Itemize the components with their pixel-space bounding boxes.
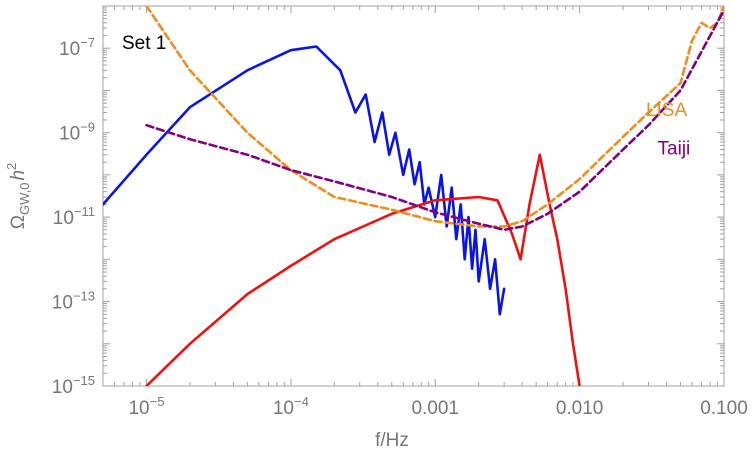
lisa-sensitivity-curve bbox=[145, 6, 724, 228]
y-tick-label: 10−7 bbox=[59, 35, 95, 60]
x-tick-label: 0.010 bbox=[556, 398, 604, 419]
y-axis-title-superscript: 2 bbox=[4, 163, 19, 170]
x-axis-ticks: 10−5 10−4 0.001 0.010 0.100 bbox=[102, 6, 748, 419]
series-label-lisa: LISA bbox=[646, 100, 688, 121]
axes-frame bbox=[102, 5, 725, 387]
series-layer bbox=[103, 6, 724, 386]
series-label-taiji: Taiji bbox=[658, 139, 691, 160]
y-axis-title: ΩGW,0 h2 bbox=[4, 163, 32, 230]
blue-spectrum-curve bbox=[103, 45, 506, 316]
y-tick-label: 10−11 bbox=[53, 204, 95, 229]
taiji-sensitivity-curve bbox=[145, 8, 724, 232]
y-tick-label: 10−15 bbox=[52, 373, 95, 398]
panel-label: Set 1 bbox=[122, 33, 166, 54]
y-axis-title-subscript: GW,0 bbox=[17, 183, 32, 216]
x-tick-label: 10−5 bbox=[128, 394, 164, 419]
y-axis-title-h: h bbox=[8, 170, 29, 181]
y-tick-label: 10−13 bbox=[52, 289, 95, 314]
x-axis-title: f/Hz bbox=[375, 430, 409, 451]
series-labels: LISA Taiji bbox=[646, 100, 690, 160]
x-tick-label: 10−4 bbox=[273, 394, 309, 419]
y-tick-label: 10−9 bbox=[59, 120, 95, 145]
y-axis-title-omega: Ω bbox=[8, 215, 29, 229]
y-axis-ticks: 10−15 10−13 10−11 10−9 10−7 bbox=[52, 5, 724, 398]
plot-frame bbox=[102, 5, 725, 387]
x-tick-label: 0.100 bbox=[700, 398, 748, 419]
x-tick-label: 0.001 bbox=[411, 398, 459, 419]
red-spectrum-curve bbox=[145, 153, 581, 386]
